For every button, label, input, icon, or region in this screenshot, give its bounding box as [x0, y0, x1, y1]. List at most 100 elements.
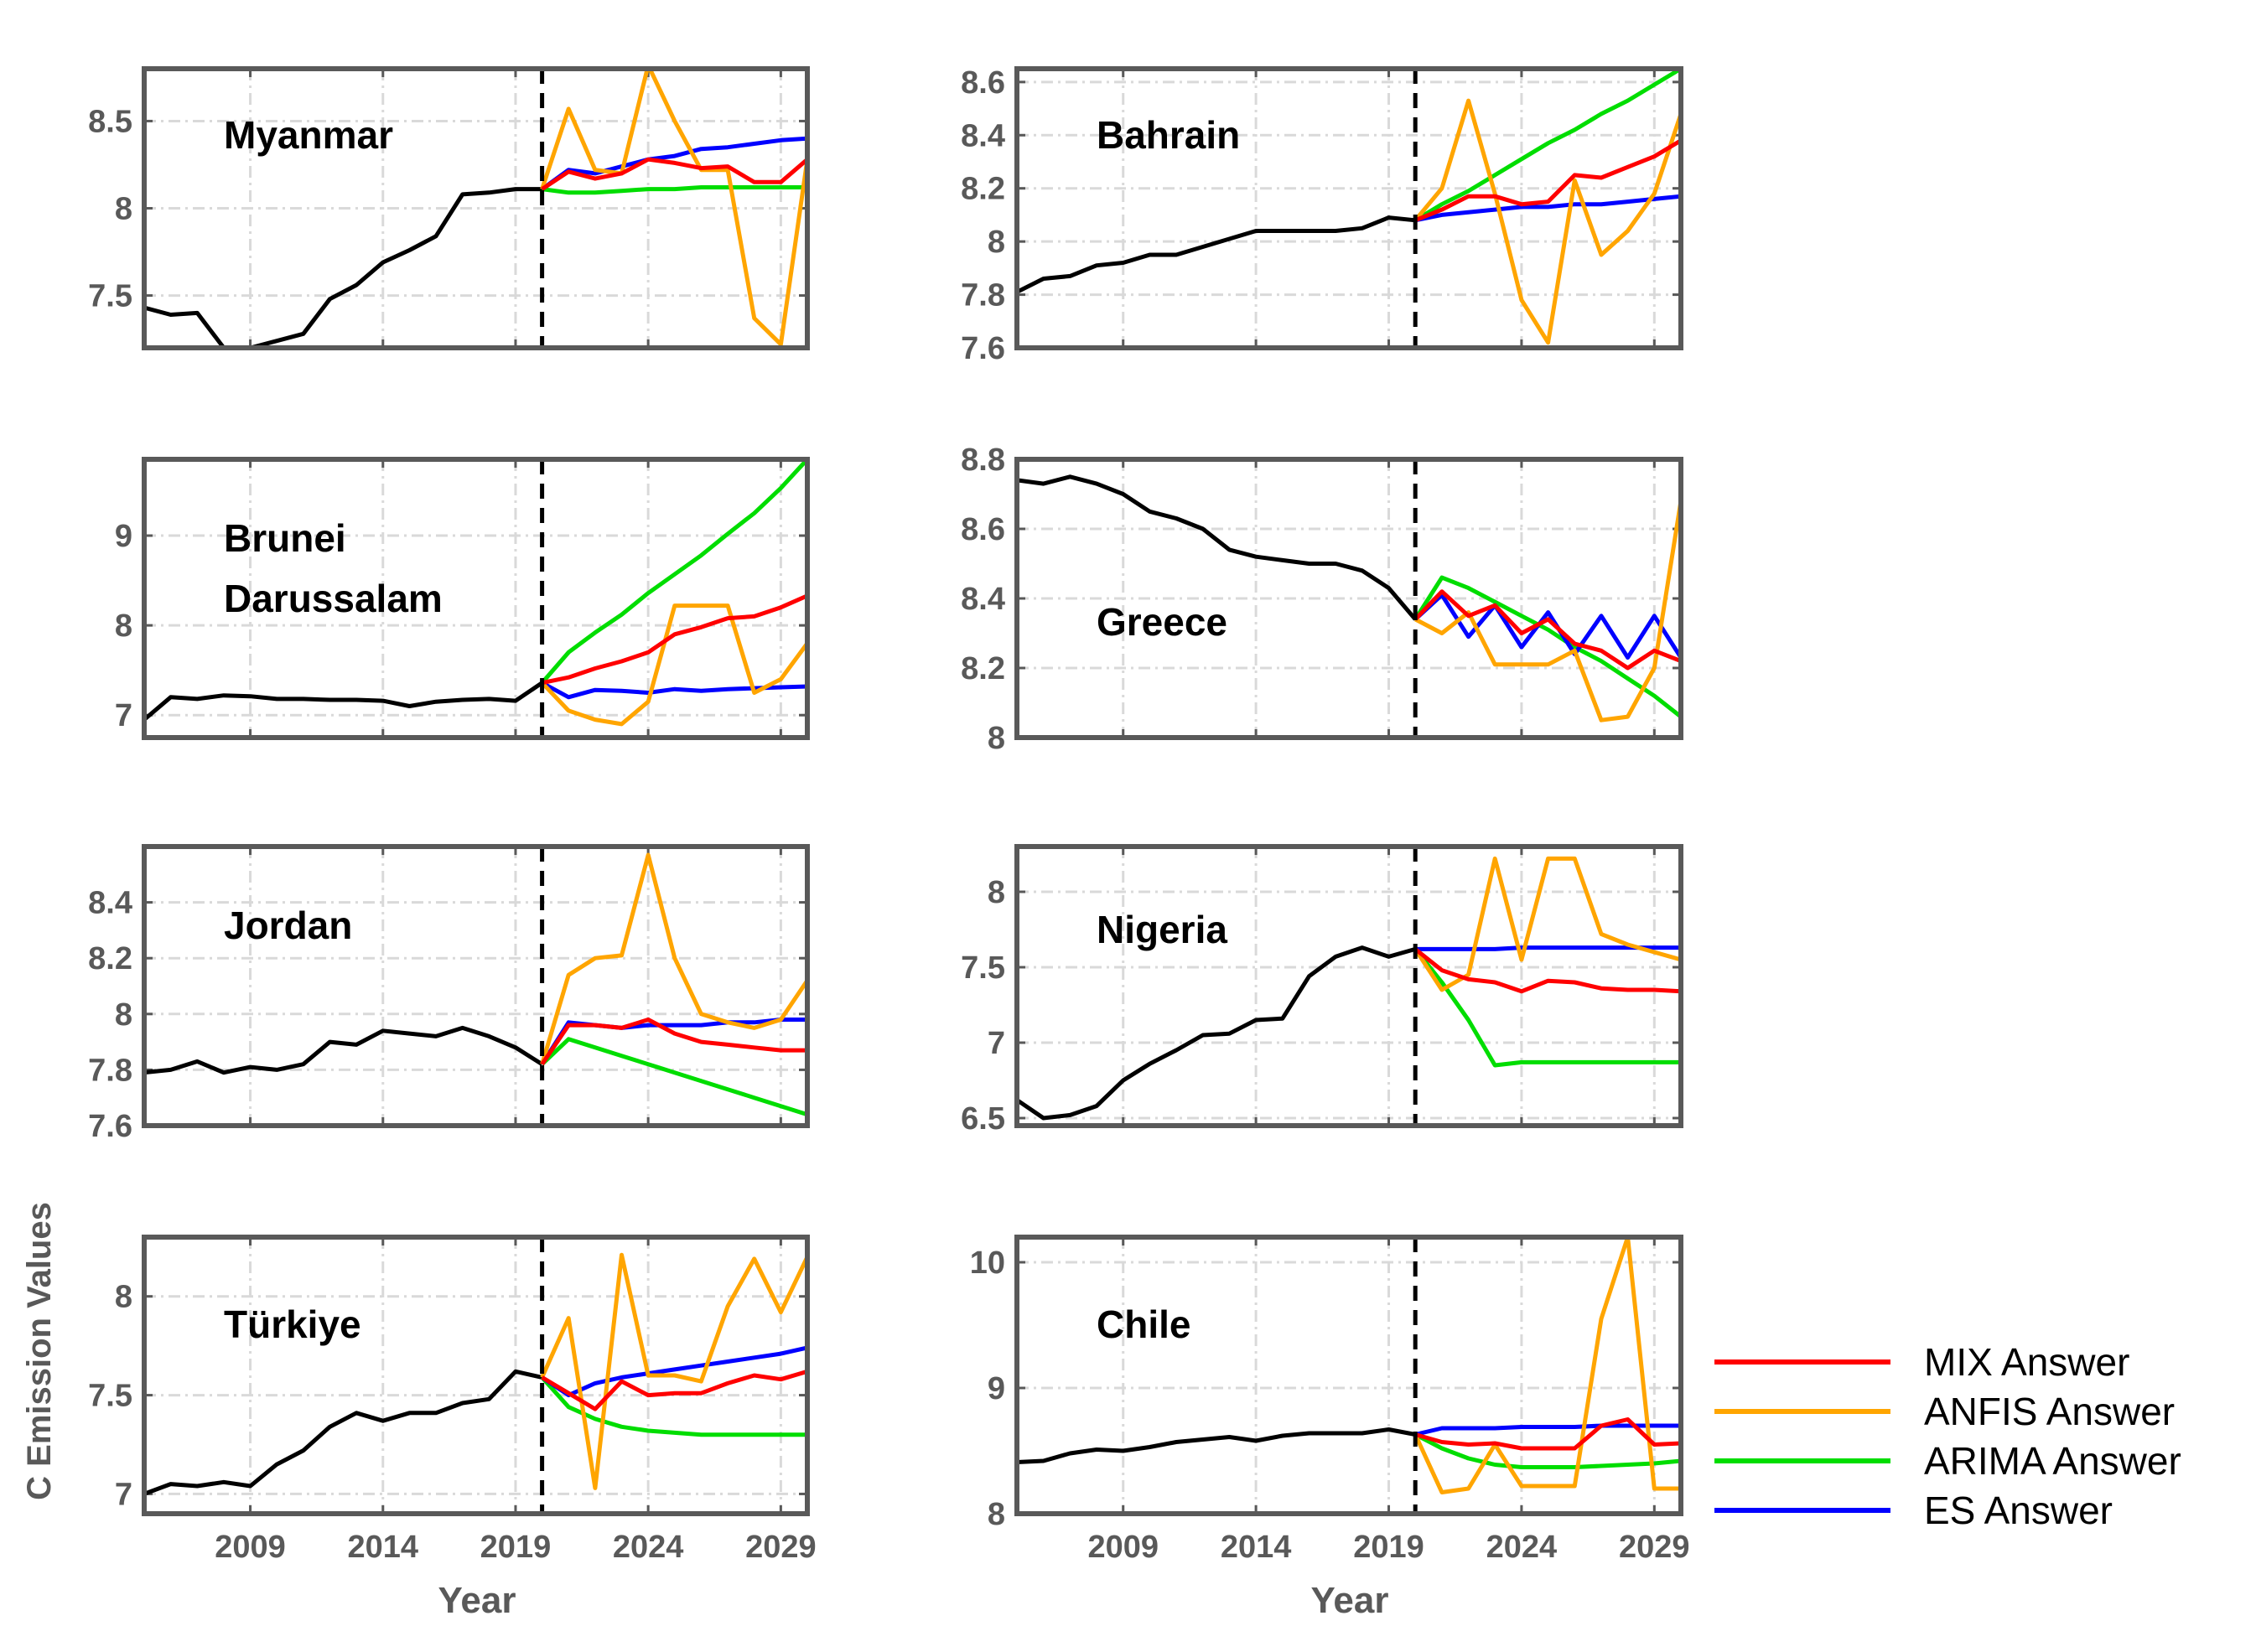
panel-jordan: 7.6 7.8 8 8.2 8.4 Jordan: [88, 844, 810, 1144]
series-line-arima: [1413, 575, 1681, 719]
series-line-anfis: [1414, 500, 1681, 722]
plot-frame: [1014, 66, 1683, 350]
plot-frame: [142, 457, 810, 740]
series-line-arima: [1413, 947, 1681, 1068]
y-tick-label: 8: [988, 875, 1005, 910]
history-line: [144, 1369, 543, 1496]
panel-myanmar: 7.5 8 8.5 Myanmar: [88, 66, 810, 350]
series-line-arima: [540, 1037, 807, 1117]
y-tick-label: 7.6: [961, 331, 1005, 366]
y-tick-label: 10: [970, 1245, 1005, 1281]
series-line-mix: [540, 1018, 807, 1066]
series-line-arima: [1414, 1432, 1681, 1469]
plot-area: [1017, 847, 1681, 1126]
y-tick-label: 7.8: [961, 278, 1005, 313]
series-line-anfis: [1413, 856, 1681, 992]
series-line-mix: [1413, 947, 1681, 994]
y-tick-label: 7: [115, 1477, 132, 1512]
y-tick-label: 8: [115, 997, 132, 1033]
y-tick-label: 9: [115, 519, 132, 554]
y-tick-label: 8.4: [88, 886, 132, 921]
series-line-es: [541, 1345, 807, 1398]
series-line-mix: [541, 1369, 807, 1411]
panel-nigeria: 6.5 7 7.5 8 Nigeria: [961, 844, 1683, 1137]
panel-greece: 8 8.2 8.4 8.6 8.8 Greece: [961, 443, 1683, 756]
x-axis-title-left: Year: [438, 1580, 516, 1621]
legend-label-anfis: ANFIS Answer: [1924, 1390, 2175, 1433]
history-line: [144, 681, 544, 722]
plot-frame: [1014, 1235, 1683, 1516]
plot-area: [144, 1237, 807, 1514]
legend-label-mix: MIX Answer: [1924, 1340, 2129, 1384]
x-tick-label: 2009: [1087, 1530, 1159, 1565]
y-tick-label: 8.6: [961, 65, 1005, 101]
plot-frame: [142, 66, 810, 350]
y-tick-label: 7.8: [88, 1053, 132, 1088]
y-tick-label: 7: [988, 1026, 1005, 1061]
y-tick-label: 6.5: [961, 1101, 1005, 1137]
y-tick-label: 8: [988, 225, 1005, 260]
series-line-anfis: [540, 603, 807, 727]
plot-frame: [1014, 844, 1683, 1128]
x-tick-label: 2019: [1353, 1530, 1424, 1565]
country-label: Türkiye: [224, 1302, 361, 1346]
series-line-es: [1414, 194, 1681, 223]
x-tick-label: 2024: [1486, 1530, 1558, 1565]
series-line-anfis: [1413, 98, 1681, 345]
y-tick-label: 8.4: [961, 118, 1005, 153]
country-label: Bahrain: [1097, 113, 1240, 157]
y-tick-label: 8.2: [88, 941, 132, 976]
country-label: Greece: [1097, 600, 1227, 644]
series-line-anfis: [540, 852, 807, 1065]
x-tick-label: 2029: [1619, 1530, 1690, 1565]
y-tick-label: 8: [115, 192, 132, 227]
country-label: Myanmar: [224, 113, 393, 157]
history-line: [1017, 215, 1416, 294]
y-tick-label: 8: [115, 608, 132, 644]
legend-label-arima: ARIMA Answer: [1924, 1439, 2181, 1483]
x-tick-label: 2014: [347, 1530, 418, 1565]
plot-area: [1017, 1237, 1681, 1514]
panel-brunei-darussalam: 7 8 9 Brunei Darussalam: [115, 457, 810, 740]
y-tick-label: 8: [988, 1497, 1005, 1532]
series-line-mix: [1413, 589, 1681, 671]
x-tick-label: 2009: [215, 1530, 286, 1565]
country-label-line: Darussalam: [224, 577, 443, 620]
y-tick-label: 8.6: [961, 512, 1005, 547]
plot-frame: [1014, 457, 1683, 740]
series-line-mix: [1414, 138, 1681, 223]
series-line-anfis: [540, 69, 807, 347]
legend: MIX Answer ANFIS Answer ARIMA Answer ES …: [1714, 1340, 2181, 1532]
series-line-arima: [540, 459, 807, 685]
y-tick-label: 8.5: [88, 104, 132, 139]
history-line: [1017, 1427, 1416, 1464]
series-line-anfis: [1413, 1237, 1681, 1494]
x-tick-label: 2019: [480, 1530, 552, 1565]
x-tick-label: 2024: [613, 1530, 684, 1565]
y-tick-label: 8: [988, 721, 1005, 756]
y-tick-label: 7.5: [88, 1379, 132, 1414]
panel-bahrain: 7.6 7.8 8 8.2 8.4 8.6 Bahrain: [961, 65, 1683, 366]
series-line-es: [541, 136, 807, 191]
history-line: [144, 187, 542, 348]
series-line-es: [1413, 593, 1681, 660]
country-label: Brunei Darussalam: [224, 516, 443, 620]
x-axis-title-right: Year: [1311, 1580, 1389, 1621]
history-line: [144, 1025, 543, 1075]
history-line: [1017, 474, 1418, 621]
panel-turkiye: 7 7.5 8 2009 2014 2019 2024 2029 Türkiye: [88, 1235, 817, 1565]
y-tick-label: 9: [988, 1371, 1005, 1406]
series-line-arima: [540, 1375, 807, 1437]
y-tick-label: 8.8: [961, 443, 1005, 478]
y-tick-label: 7.5: [88, 279, 132, 314]
country-label: Chile: [1097, 1302, 1190, 1346]
y-tick-label: 8.2: [961, 651, 1005, 686]
x-tick-label: 2014: [1221, 1530, 1292, 1565]
plot-frame: [142, 844, 810, 1128]
country-label: Jordan: [224, 904, 352, 947]
series-line-arima: [542, 185, 807, 195]
y-tick-label: 8.4: [961, 582, 1005, 617]
plot-area: [1017, 69, 1681, 348]
y-tick-label: 7.6: [88, 1109, 132, 1144]
